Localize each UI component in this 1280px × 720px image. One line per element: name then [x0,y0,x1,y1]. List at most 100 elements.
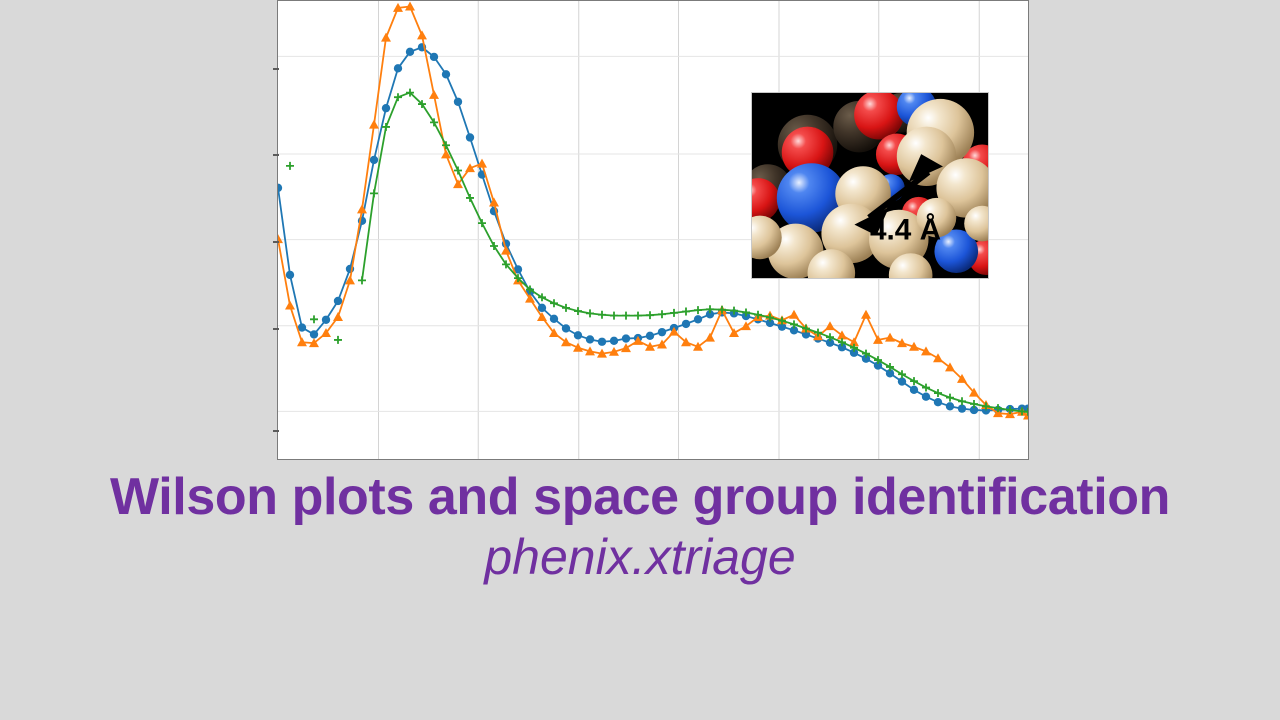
data-point [574,307,582,316]
data-point [418,100,426,109]
y-axis-tick [273,154,279,156]
data-point [381,32,391,42]
data-point [393,2,403,12]
data-point [777,322,787,331]
data-point [441,149,451,159]
data-point [562,303,570,312]
data-point [658,310,666,319]
data-point [754,310,762,319]
data-point [885,369,895,378]
data-point [862,349,870,358]
data-point [597,337,607,346]
data-point [405,1,415,11]
data-point [334,335,342,344]
data-point [982,402,990,411]
data-point [549,314,559,324]
data-point [994,404,1002,413]
molecule-canvas: 4.4 Å [752,93,988,278]
data-point [633,335,643,345]
data-point [513,265,523,274]
data-point [657,339,667,349]
data-point [477,158,487,168]
data-point [501,245,511,255]
page-subtitle: phenix.xtriage [484,529,796,586]
data-point [945,362,955,372]
data-point [405,47,415,57]
data-point [453,179,463,189]
data-point [393,64,403,73]
y-axis-tick [273,68,279,70]
data-point [849,348,859,357]
data-point [730,306,738,315]
data-point [561,337,571,347]
data-point [886,362,894,371]
data-point [693,341,703,351]
data-point [309,338,319,348]
data-point [789,326,799,335]
data-point [417,30,427,40]
data-point [321,315,331,324]
data-point [358,276,366,285]
data-point [970,400,978,409]
data-point [537,303,547,313]
data-point [502,260,510,269]
data-point [465,163,475,173]
data-point [657,327,667,337]
data-point [838,338,846,347]
data-point [585,335,595,344]
molecular-structure-inset: 4.4 Å [751,92,989,279]
data-point [646,311,654,320]
data-point [278,234,283,244]
data-point [766,313,774,322]
data-point [873,334,883,344]
data-point [778,316,786,325]
data-point [874,356,882,365]
data-point [514,274,522,283]
data-point [286,161,294,170]
data-point [454,166,462,175]
data-point [741,321,751,331]
data-point [453,97,463,106]
series-binned [286,88,1028,416]
data-point [394,93,402,102]
data-point [622,311,630,320]
data-point [910,377,918,386]
data-point [922,383,930,392]
data-point [297,323,307,332]
data-point [861,309,871,319]
data-point [705,332,715,342]
data-point [597,348,607,358]
data-point [669,326,679,336]
distance-arrow [854,154,943,236]
data-point [441,70,451,79]
data-point [345,275,355,285]
data-point [934,389,942,398]
title-block: Wilson plots and space group identificat… [0,468,1280,585]
data-point [285,270,295,280]
data-point [825,321,835,331]
data-point [825,338,835,347]
data-point [933,353,943,363]
data-point [573,331,583,340]
data-point [442,141,450,150]
data-point [861,354,871,363]
data-point [381,103,391,113]
y-axis-tick [273,241,279,243]
data-point [369,119,379,129]
data-point [885,332,895,342]
data-point [357,204,367,214]
data-point [898,370,906,379]
page-title: Wilson plots and space group identificat… [110,468,1170,526]
data-point [549,328,559,338]
data-point [681,337,691,347]
data-point [537,312,547,322]
series-layer [278,1,1028,420]
data-point [802,324,810,333]
data-point [478,219,486,228]
data-point [609,336,619,346]
data-point [333,312,343,322]
data-point [621,343,631,353]
data-point [406,88,414,97]
data-point [945,402,955,411]
